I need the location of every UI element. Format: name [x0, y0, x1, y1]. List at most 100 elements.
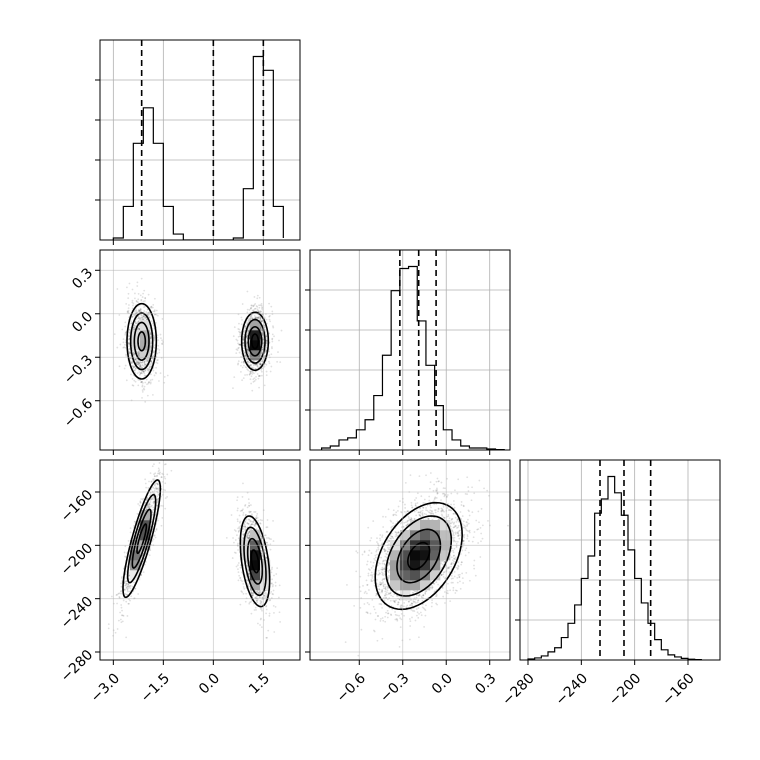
sample-point	[143, 316, 146, 319]
sample-point	[267, 537, 270, 539]
sample-point	[259, 317, 261, 319]
sample-point	[249, 307, 252, 310]
sample-point	[131, 307, 134, 310]
sample-point	[260, 328, 262, 331]
sample-point	[258, 592, 260, 595]
sample-point	[127, 583, 130, 586]
sample-point	[260, 601, 262, 604]
sample-point	[268, 599, 271, 602]
sample-point	[140, 310, 142, 312]
sample-point	[161, 343, 164, 346]
sample-point	[259, 318, 261, 321]
sample-point	[147, 505, 150, 508]
sample-point	[141, 361, 144, 363]
sample-point	[259, 317, 262, 319]
sample-point	[168, 447, 170, 449]
sample-point	[265, 608, 268, 611]
histogram-frame-0	[99, 39, 301, 241]
sample-point	[156, 482, 158, 485]
sample-point	[126, 593, 128, 596]
sample-point	[235, 565, 238, 568]
sample-point	[148, 381, 151, 384]
sample-point	[137, 292, 140, 295]
sample-point	[251, 520, 253, 523]
sample-point	[142, 370, 145, 373]
sample-point	[139, 294, 142, 297]
sample-point	[238, 526, 241, 529]
sample-point	[148, 365, 151, 368]
sample-point	[253, 377, 256, 380]
sample-point	[128, 338, 130, 341]
sample-point	[137, 354, 140, 357]
sample-point	[132, 353, 135, 356]
sample-point	[258, 374, 261, 377]
sample-point	[149, 313, 152, 316]
sample-point	[142, 315, 145, 318]
sample-point	[124, 545, 127, 548]
sample-point	[247, 351, 250, 353]
sample-point	[135, 300, 138, 303]
sample-point	[236, 499, 238, 502]
sample-point	[260, 317, 262, 320]
sample-point	[120, 606, 123, 609]
sample-point	[253, 511, 256, 513]
sample-point	[261, 358, 263, 361]
sample-point	[271, 338, 274, 341]
sample-point	[139, 372, 142, 375]
sample-point	[241, 580, 244, 583]
sample-point	[259, 318, 262, 321]
sample-point	[268, 362, 271, 365]
sample-point	[250, 612, 253, 615]
sample-point	[158, 351, 161, 354]
sample-point	[239, 331, 241, 334]
sample-point	[148, 316, 151, 319]
sample-point	[242, 377, 245, 380]
sample-point	[271, 592, 274, 595]
sample-point	[134, 358, 137, 361]
sample-point	[239, 576, 242, 579]
sample-point	[123, 582, 126, 584]
sample-point	[269, 543, 272, 546]
sample-point	[248, 353, 251, 356]
sample-point	[260, 608, 263, 610]
sample-point	[245, 343, 248, 346]
sample-point	[153, 310, 156, 313]
sample-point	[152, 355, 154, 357]
sample-point	[137, 321, 139, 323]
sample-point	[256, 294, 259, 297]
sample-point	[139, 361, 142, 364]
sample-point	[125, 582, 128, 585]
sample-point	[257, 316, 260, 319]
sample-point	[265, 596, 268, 598]
sample-point	[141, 363, 144, 366]
sample-point	[265, 318, 268, 321]
sample-point	[146, 367, 148, 370]
sample-point	[159, 333, 162, 336]
sample-point	[149, 337, 152, 340]
sample-point	[128, 335, 131, 338]
sample-point	[156, 347, 159, 350]
sample-point	[265, 636, 268, 639]
sample-point	[154, 321, 157, 324]
sample-point	[241, 379, 244, 382]
sample-point	[247, 532, 250, 535]
sample-point	[242, 339, 245, 342]
sample-point	[235, 352, 238, 355]
sample-point	[238, 343, 241, 346]
sample-point	[250, 375, 253, 378]
sample-point	[146, 383, 148, 386]
sample-point	[244, 374, 246, 376]
sample-point	[139, 318, 141, 321]
sample-point	[136, 311, 138, 314]
sample-point	[118, 596, 121, 599]
sample-point	[256, 316, 258, 319]
sample-point	[129, 357, 131, 360]
sample-point	[130, 357, 133, 360]
sample-point	[132, 365, 135, 368]
sample-point	[156, 362, 159, 365]
sample-point	[271, 333, 274, 336]
sample-point	[160, 524, 163, 527]
sample-point	[138, 360, 140, 363]
sample-point	[259, 589, 262, 592]
histogram-frame-1	[309, 249, 511, 451]
